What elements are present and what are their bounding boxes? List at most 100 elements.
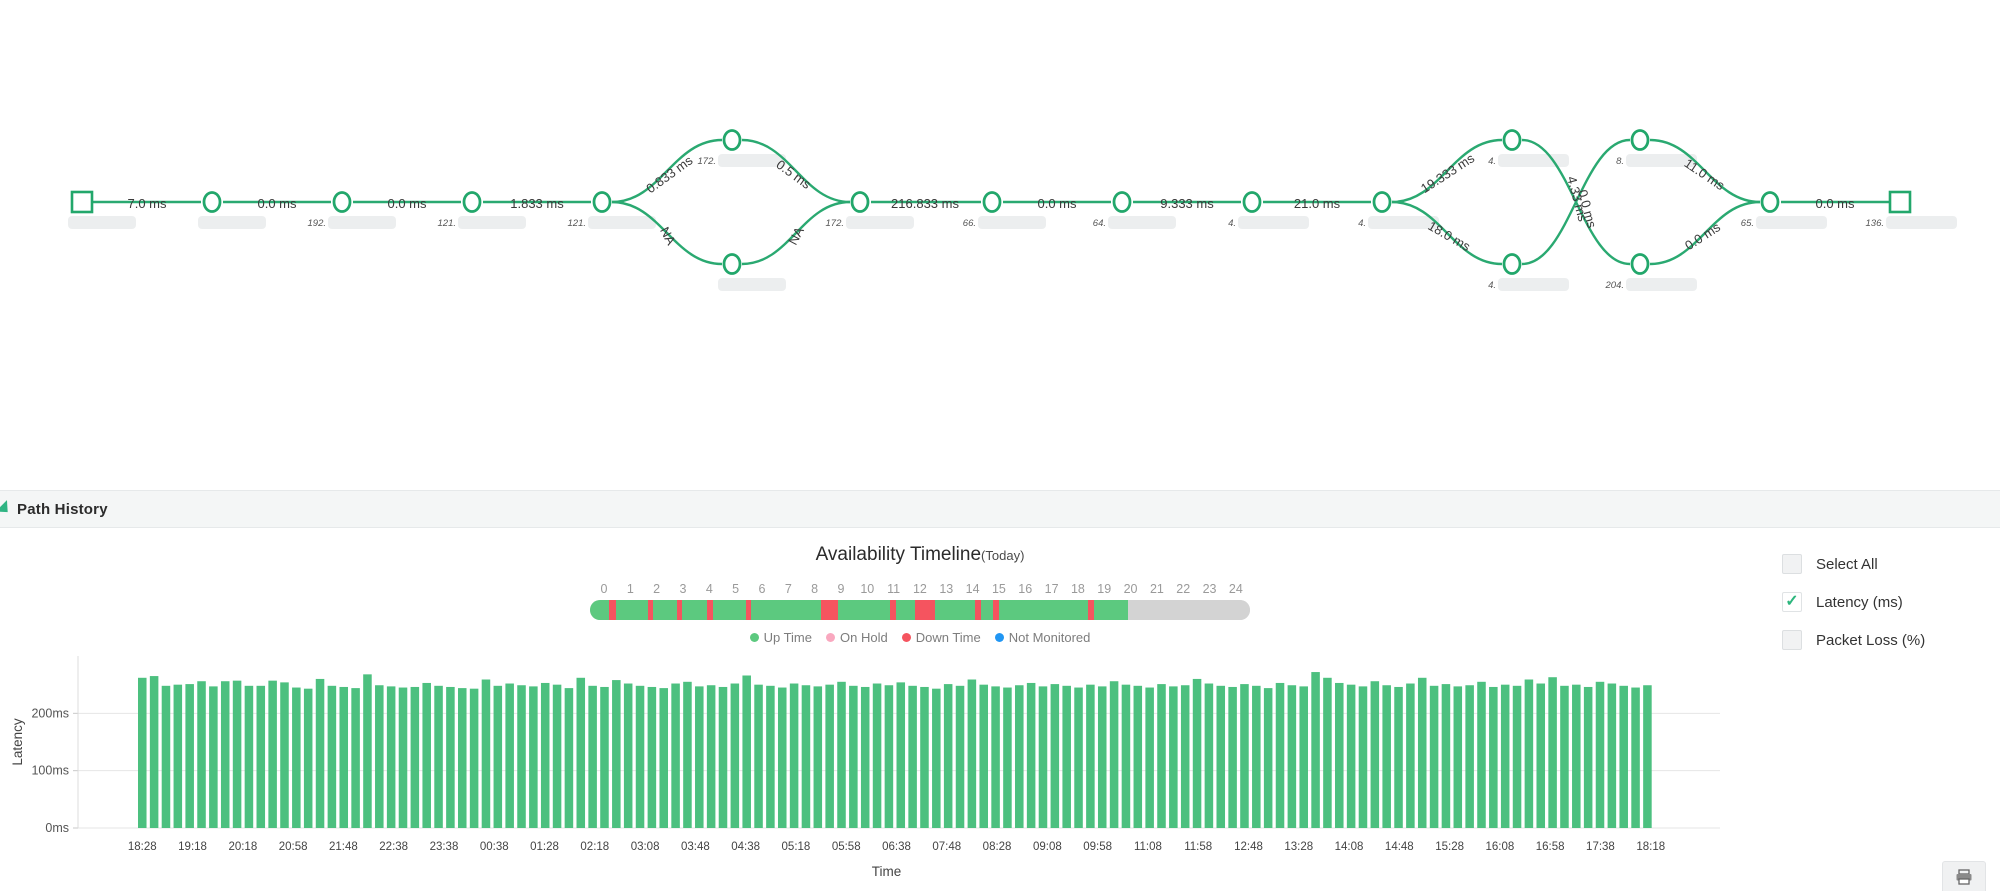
availability-segment-up[interactable] [838, 600, 891, 620]
path-node-hop[interactable] [982, 191, 1002, 213]
availability-segment-down[interactable] [677, 600, 683, 620]
metric-row[interactable]: Select All [1782, 545, 1972, 583]
chart-bar[interactable] [623, 683, 633, 828]
chart-bar[interactable] [1631, 687, 1640, 828]
availability-segment-down[interactable] [648, 600, 654, 620]
metric-row[interactable]: Packet Loss (%) [1782, 621, 1972, 659]
availability-segment-up[interactable] [590, 600, 610, 620]
chart-bar[interactable] [469, 688, 479, 828]
chart-bar[interactable] [1240, 684, 1249, 828]
path-node-endpoint[interactable] [1888, 190, 1912, 214]
metric-selector[interactable]: Select All ✓ Latency (ms) Packet Loss (%) [1782, 545, 1972, 659]
metric-checkbox[interactable] [1782, 554, 1802, 574]
chart-bar[interactable] [1465, 685, 1474, 828]
availability-segment-up[interactable] [999, 600, 1089, 620]
chart-bar[interactable] [1133, 685, 1143, 828]
chart-bar[interactable] [256, 685, 266, 828]
chart-bar[interactable] [161, 685, 171, 828]
chart-bar[interactable] [884, 685, 894, 828]
chart-bar[interactable] [517, 685, 526, 828]
chart-bar[interactable] [398, 687, 408, 828]
path-node-hop[interactable] [850, 191, 870, 213]
chart-bar[interactable] [932, 688, 941, 828]
metric-checkbox[interactable]: ✓ [1782, 592, 1802, 612]
chart-bar[interactable] [730, 683, 740, 828]
chart-bar[interactable] [149, 676, 159, 828]
chart-bar[interactable] [991, 686, 1000, 828]
chart-bar[interactable] [410, 686, 420, 828]
chart-bar[interactable] [1346, 684, 1356, 828]
chart-bar[interactable] [1109, 681, 1119, 828]
chart-bar[interactable] [801, 685, 811, 828]
print-button[interactable] [1942, 861, 1986, 891]
chart-bar[interactable] [1382, 685, 1391, 828]
chart-bar[interactable] [1169, 686, 1178, 828]
chart-bar[interactable] [1583, 686, 1593, 828]
chart-bar[interactable] [1086, 684, 1095, 828]
chart-bar[interactable] [268, 680, 277, 828]
chart-bar[interactable] [1406, 683, 1415, 828]
chart-bar[interactable] [1121, 684, 1131, 828]
path-node-hop[interactable] [1112, 191, 1132, 213]
chart-bar[interactable] [825, 684, 834, 828]
chart-bar[interactable] [1524, 679, 1534, 828]
chart-bar[interactable] [1489, 686, 1498, 828]
chart-bar[interactable] [777, 687, 787, 828]
chart-bar[interactable] [943, 684, 953, 828]
chart-bar[interactable] [671, 683, 680, 828]
chart-bar[interactable] [505, 683, 514, 828]
chart-bar[interactable] [363, 674, 372, 828]
chart-bar[interactable] [446, 686, 455, 828]
chart-bar[interactable] [315, 678, 325, 828]
chart-bar[interactable] [1074, 687, 1083, 828]
chart-bar[interactable] [1180, 685, 1190, 828]
chart-bar[interactable] [138, 677, 147, 828]
chart-bar[interactable] [979, 684, 988, 828]
chart-bar[interactable] [232, 680, 242, 828]
availability-segment-up[interactable] [980, 600, 993, 620]
chart-bar[interactable] [1228, 686, 1237, 828]
chart-bar[interactable] [244, 685, 254, 828]
chart-bar[interactable] [1145, 687, 1154, 828]
chart-bar[interactable] [1619, 685, 1628, 828]
chart-bar[interactable] [647, 686, 657, 828]
path-edge[interactable] [611, 200, 723, 266]
chart-bar[interactable] [955, 685, 965, 828]
availability-segment-up[interactable] [712, 600, 746, 620]
chart-bar[interactable] [197, 681, 206, 828]
chart-bar[interactable] [173, 684, 183, 828]
chart-bar[interactable] [434, 685, 443, 828]
chart-bar[interactable] [588, 685, 597, 828]
chart-bar[interactable] [659, 688, 669, 828]
chart-bar[interactable] [1038, 686, 1048, 828]
chart-bar[interactable] [529, 686, 538, 828]
chart-bar[interactable] [1500, 684, 1510, 828]
chart-bar[interactable] [860, 686, 870, 828]
chart-bar[interactable] [493, 685, 503, 828]
path-node-hop[interactable] [1242, 191, 1262, 213]
path-edge[interactable] [741, 200, 851, 266]
chart-bar[interactable] [920, 686, 929, 828]
chart-bar[interactable] [292, 687, 301, 828]
chart-bar[interactable] [1287, 685, 1297, 828]
chart-bar[interactable] [1643, 685, 1652, 828]
chart-bar[interactable] [1062, 685, 1071, 828]
path-node-hop[interactable] [462, 191, 482, 213]
path-node-hop[interactable] [202, 191, 222, 213]
network-path-map[interactable]: 192. 121. 121. 172. 172. 66. 64. 4. 4. 4. 4. 8. 204.… [0, 0, 2000, 490]
chart-bar[interactable] [1370, 681, 1380, 828]
path-node-hop[interactable] [722, 129, 742, 151]
chart-bar[interactable] [1015, 685, 1024, 828]
path-node-hop[interactable] [1760, 191, 1780, 213]
availability-segment-up[interactable] [653, 600, 678, 620]
availability-timeline-bar[interactable] [590, 600, 1250, 620]
path-node-hop[interactable] [332, 191, 352, 213]
chart-bar[interactable] [1394, 686, 1403, 828]
chart-bar[interactable] [695, 686, 704, 828]
chart-bar[interactable] [1548, 677, 1557, 828]
path-edge[interactable] [741, 138, 851, 204]
availability-segment-up[interactable] [682, 600, 708, 620]
chart-bar[interactable] [1050, 684, 1060, 828]
chart-bar[interactable] [375, 685, 384, 828]
chart-bar[interactable] [303, 688, 313, 828]
